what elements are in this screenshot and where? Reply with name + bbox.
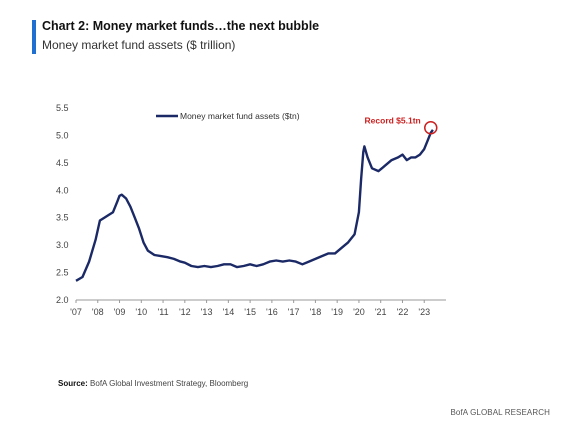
x-tick-label: '08: [92, 307, 104, 317]
x-tick-label: '19: [331, 307, 343, 317]
x-tick-label: '20: [353, 307, 365, 317]
x-tick-label: '16: [266, 307, 278, 317]
record-annotation-label: Record $5.1tn: [365, 116, 421, 126]
brand-footer: BofA GLOBAL RESEARCH: [450, 408, 550, 417]
y-tick-label: 2.5: [56, 268, 69, 278]
x-tick-label: '13: [201, 307, 213, 317]
x-tick-label: '21: [375, 307, 387, 317]
chart-subtitle: Money market fund assets ($ trillion): [42, 38, 236, 52]
y-tick-label: 3.5: [56, 213, 69, 223]
x-tick-label: '22: [397, 307, 409, 317]
chart-title: Chart 2: Money market funds…the next bub…: [42, 19, 320, 33]
x-tick-label: '09: [114, 307, 126, 317]
x-tick-label: '15: [244, 307, 256, 317]
title-accent-bar: [32, 20, 36, 54]
y-tick-label: 3.0: [56, 240, 69, 250]
x-tick-label: '12: [179, 307, 191, 317]
x-tick-label: '07: [70, 307, 82, 317]
series-line-money-market-assets: [75, 129, 434, 282]
x-tick-label: '23: [418, 307, 430, 317]
y-tick-label: 2.0: [56, 295, 69, 305]
source-note: Source: BofA Global Investment Strategy,…: [58, 379, 248, 388]
x-tick-label: '11: [158, 307, 169, 317]
record-highlight-circle: [424, 120, 438, 135]
y-tick-label: 5.0: [56, 130, 69, 140]
y-tick-label: 5.5: [56, 103, 69, 113]
x-tick-label: '18: [310, 307, 322, 317]
source-text: BofA Global Investment Strategy, Bloombe…: [90, 379, 249, 388]
x-tick-label: '17: [288, 307, 300, 317]
y-tick-label: 4.5: [56, 158, 69, 168]
x-tick-label: '10: [135, 307, 147, 317]
x-tick-label: '14: [222, 307, 234, 317]
source-label: Source:: [58, 379, 88, 388]
legend-label: Money market fund assets ($tn): [180, 111, 300, 121]
y-tick-label: 4.0: [56, 185, 69, 195]
